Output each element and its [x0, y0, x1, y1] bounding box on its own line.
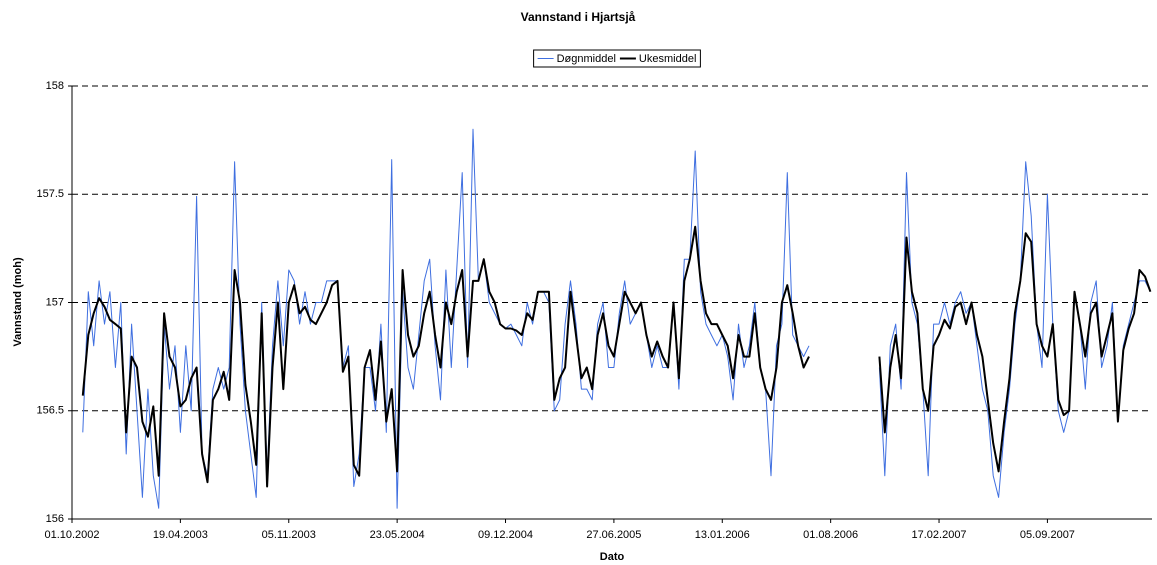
x-tick-label: 01.10.2002 [44, 529, 99, 541]
y-tick-label: 156 [46, 513, 64, 525]
legend-box [533, 49, 701, 68]
series-line [81, 225, 1152, 488]
y-tick-label: 157.5 [36, 188, 64, 200]
y-tick-label: 158 [46, 80, 64, 92]
legend-label: Ukesmiddel [639, 53, 696, 65]
x-tick-label: 01.08.2006 [803, 529, 858, 541]
y-axis-label: Vannstand (moh) [12, 257, 24, 347]
x-tick-label: 23.05.2004 [370, 529, 425, 541]
y-tick-label: 156.5 [36, 405, 64, 417]
x-tick-label: 09.12.2004 [478, 529, 533, 541]
x-tick-label: 17.02.2007 [912, 529, 967, 541]
x-tick-label: 19.04.2003 [153, 529, 208, 541]
x-tick-label: 13.01.2006 [695, 529, 750, 541]
legend-label: Døgnmiddel [557, 53, 616, 65]
chart-title: Vannstand i Hjartsjå [521, 10, 636, 24]
x-tick-label: 27.06.2005 [586, 529, 641, 541]
y-tick-label: 157 [46, 296, 64, 308]
x-tick-label: 05.11.2003 [262, 529, 316, 541]
x-tick-label: 05.09.2007 [1020, 529, 1075, 541]
series-line [82, 128, 1151, 509]
x-axis-label: Dato [600, 551, 625, 563]
